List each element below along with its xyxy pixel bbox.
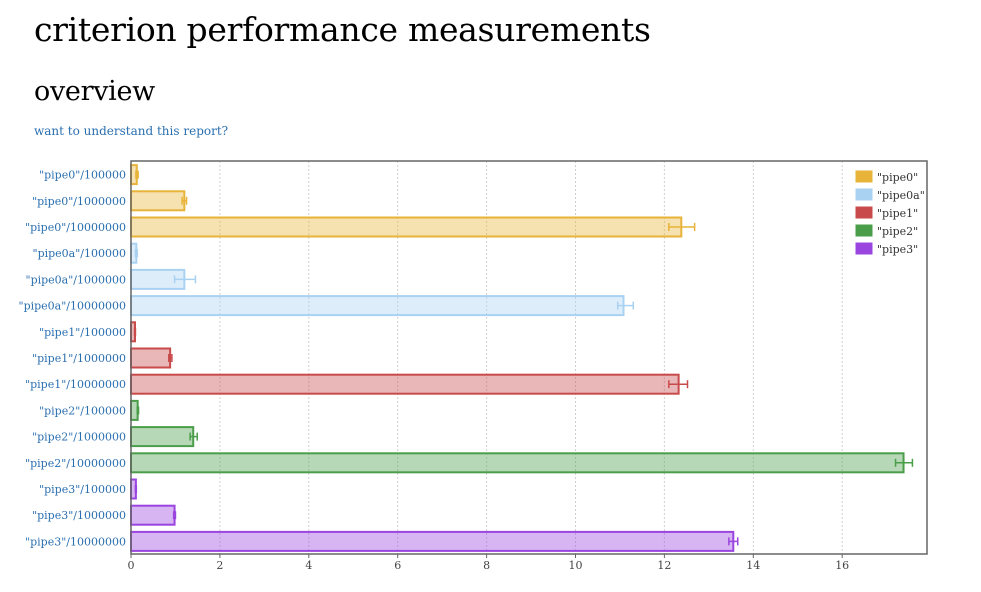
- help-link[interactable]: want to understand this report?: [34, 124, 229, 138]
- error-bar: [168, 354, 173, 362]
- error-bar: [668, 223, 696, 231]
- error-bar: [616, 301, 635, 310]
- bar[interactable]: [130, 530, 735, 552]
- legend-swatch: [855, 170, 873, 183]
- bar-label[interactable]: "pipe3"/10000000: [25, 535, 126, 548]
- legend-swatch: [855, 224, 873, 237]
- x-tick-label: 14: [746, 559, 760, 572]
- bar-label[interactable]: "pipe0a"/100000: [33, 247, 126, 260]
- bar-label[interactable]: "pipe1"/100000: [39, 326, 126, 339]
- bar-label[interactable]: "pipe3"/100000: [39, 483, 126, 496]
- x-tick-label: 10: [569, 559, 583, 572]
- legend-swatch: [855, 188, 873, 201]
- error-bar: [172, 511, 177, 520]
- x-tick-label: 12: [657, 559, 671, 572]
- legend: "pipe0" "pipe0a" "pipe1" "pipe2" "pipe3": [855, 170, 925, 256]
- error-bar: [894, 458, 914, 467]
- error-bar: [181, 196, 188, 205]
- error-bar: [668, 380, 689, 389]
- bar-label[interactable]: "pipe0"/10000000: [25, 221, 126, 234]
- legend-label: "pipe2": [877, 225, 918, 238]
- x-tick-label: 8: [483, 559, 490, 572]
- error-bar: [133, 327, 137, 336]
- legend-label: "pipe3": [877, 243, 918, 256]
- x-tick-label: 16: [835, 559, 849, 572]
- bar-label[interactable]: "pipe2"/100000: [39, 404, 126, 417]
- plot-frame: [130, 160, 928, 555]
- legend-swatch: [855, 206, 873, 219]
- bar-label[interactable]: "pipe1"/1000000: [32, 352, 126, 365]
- bar[interactable]: [130, 216, 683, 238]
- bar-label[interactable]: "pipe2"/10000000: [25, 457, 126, 470]
- legend-label: "pipe1": [877, 207, 918, 220]
- bar-label[interactable]: "pipe0"/100000: [39, 169, 126, 182]
- error-bar: [728, 537, 739, 546]
- bar[interactable]: [130, 452, 905, 474]
- error-bar: [135, 170, 139, 179]
- x-tick-label: 2: [216, 559, 223, 572]
- bar[interactable]: [130, 295, 625, 317]
- bar-label[interactable]: "pipe2"/1000000: [32, 431, 126, 444]
- bar[interactable]: [130, 426, 195, 448]
- error-bar: [136, 406, 140, 415]
- x-tick-label: 0: [128, 559, 135, 572]
- error-bar: [134, 485, 138, 493]
- bar[interactable]: [130, 373, 680, 395]
- bar-label[interactable]: "pipe0"/1000000: [32, 195, 126, 208]
- error-bar: [173, 275, 197, 284]
- bar[interactable]: [130, 190, 186, 212]
- x-tick-label: 6: [394, 559, 401, 572]
- x-tick-label: 4: [305, 559, 312, 572]
- error-bar: [189, 432, 198, 441]
- bar-label[interactable]: "pipe0a"/1000000: [26, 273, 126, 286]
- bar-label[interactable]: "pipe0a"/10000000: [19, 300, 126, 313]
- bar[interactable]: [130, 347, 172, 369]
- error-bar: [134, 249, 138, 258]
- bar[interactable]: [130, 504, 176, 526]
- legend-label: "pipe0a": [877, 189, 925, 202]
- bar-label[interactable]: "pipe1"/10000000: [25, 378, 126, 391]
- bar-label[interactable]: "pipe3"/1000000: [32, 509, 126, 522]
- page-title: criterion performance measurements: [34, 10, 651, 49]
- legend-swatch: [855, 242, 873, 255]
- section-title: overview: [34, 76, 155, 107]
- legend-label: "pipe0": [877, 171, 918, 184]
